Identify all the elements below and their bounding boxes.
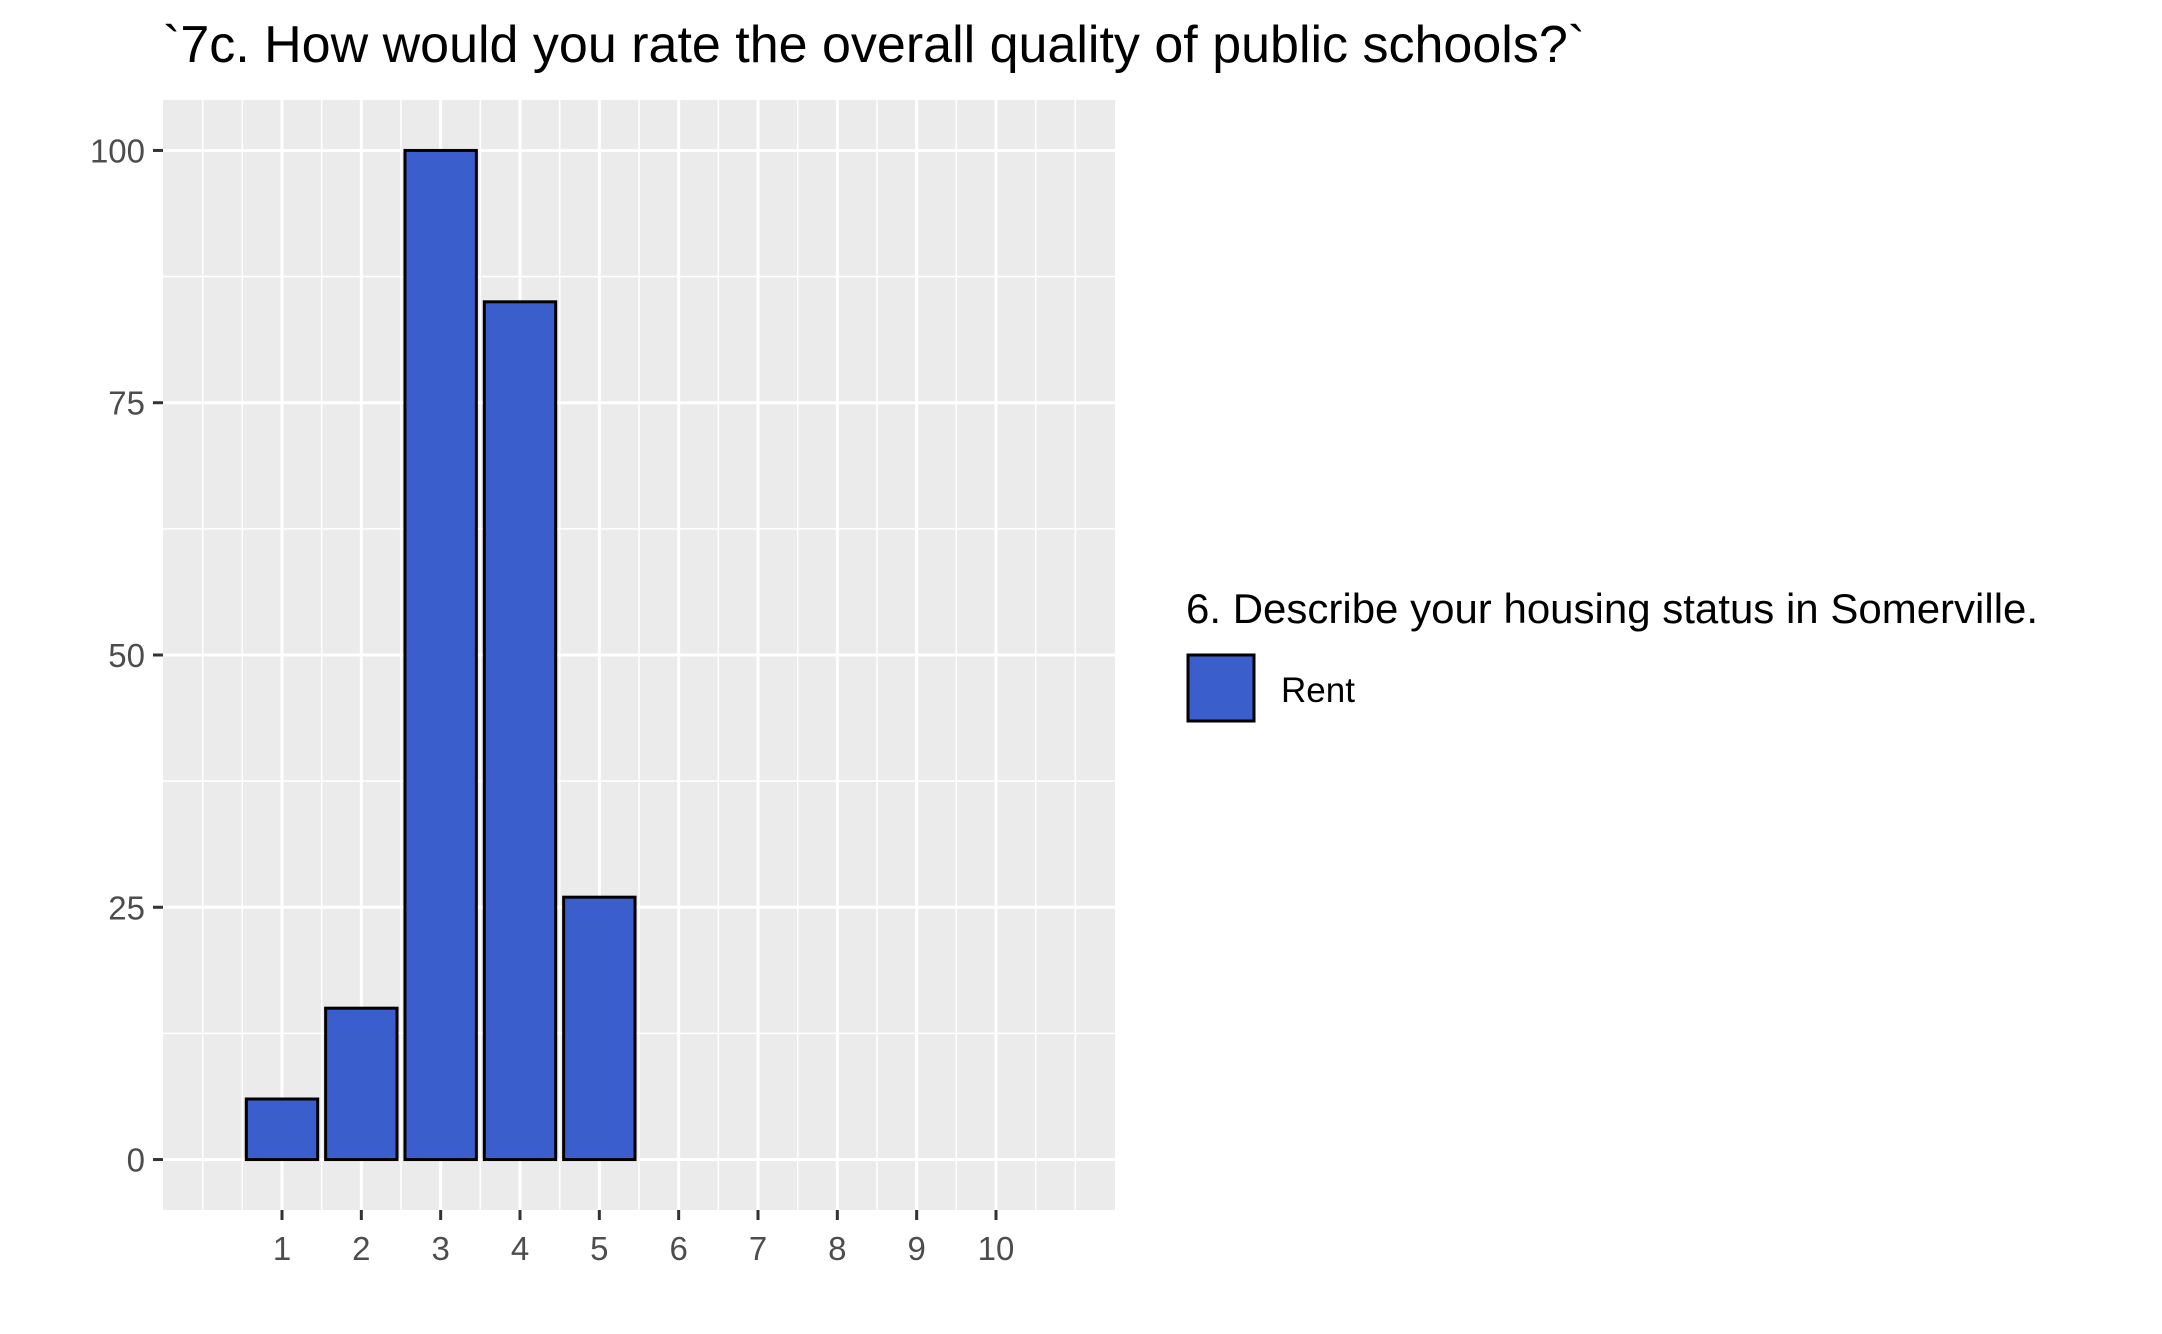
y-tick-label: 75 — [108, 385, 145, 422]
x-tick-label: 4 — [511, 1230, 529, 1267]
y-tick-label: 0 — [127, 1142, 145, 1179]
x-tick-label: 10 — [978, 1230, 1015, 1267]
y-tick-label: 25 — [108, 889, 145, 926]
x-tick-label: 1 — [273, 1230, 291, 1267]
x-tick-label: 8 — [828, 1230, 846, 1267]
bar-2 — [324, 1006, 399, 1162]
x-tick-label: 6 — [669, 1230, 687, 1267]
x-tick-label: 9 — [907, 1230, 925, 1267]
bar-4 — [482, 300, 558, 1162]
x-tick-label: 2 — [352, 1230, 370, 1267]
y-tick-label: 50 — [108, 637, 145, 674]
legend-label-rent: Rent — [1281, 671, 1355, 710]
legend-key-rent — [1186, 653, 1256, 723]
chart-title: `7c. How would you rate the overall qual… — [163, 16, 1585, 74]
x-axis: 1 2 3 4 5 6 7 8 9 10 — [273, 1210, 1015, 1267]
bar-1 — [244, 1097, 320, 1162]
legend: 6. Describe your housing status in Somer… — [1186, 585, 2038, 723]
bars — [244, 148, 637, 1162]
x-tick-label: 5 — [590, 1230, 608, 1267]
y-tick-label: 100 — [90, 132, 145, 169]
bar-5 — [562, 895, 637, 1162]
x-tick-label: 7 — [749, 1230, 767, 1267]
legend-title: 6. Describe your housing status in Somer… — [1186, 585, 2038, 632]
x-tick-label: 3 — [431, 1230, 449, 1267]
y-axis: 0 25 50 75 100 — [90, 132, 163, 1179]
major-gridlines-y — [163, 148, 1115, 1162]
bar-3 — [403, 148, 478, 1162]
